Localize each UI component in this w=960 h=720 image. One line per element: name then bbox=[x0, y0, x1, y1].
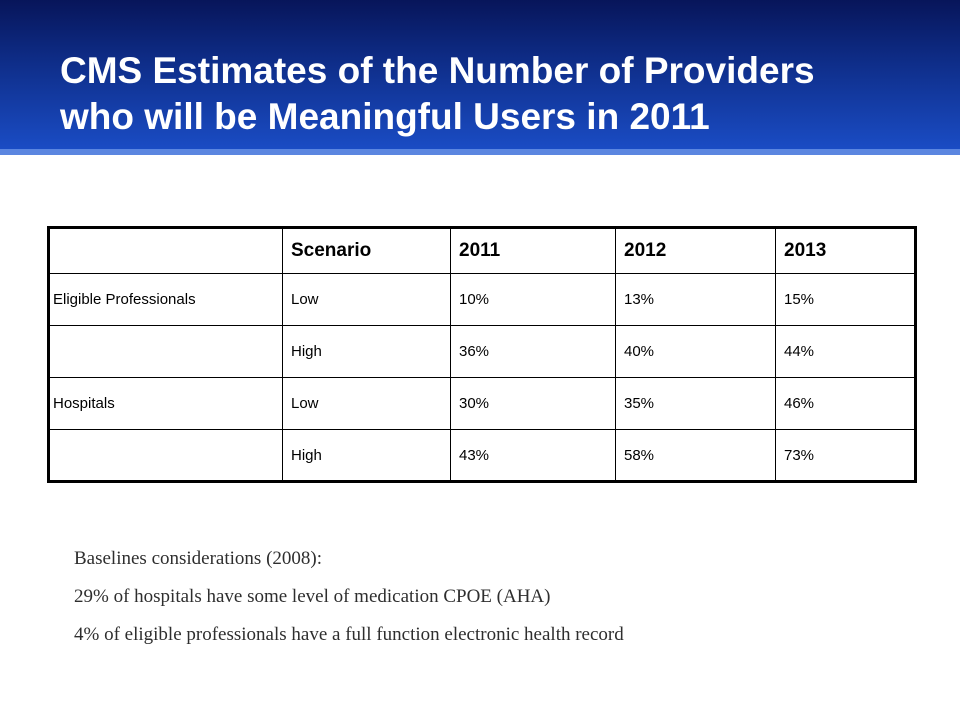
notes-line-professionals: 4% of eligible professionals have a full… bbox=[74, 624, 624, 645]
slide-title-line-1: CMS Estimates of the Number of Providers bbox=[60, 50, 815, 91]
table-cell-2011: 10% bbox=[450, 273, 616, 326]
table-cell-scenario: High bbox=[282, 325, 451, 378]
table-row: High 43% 58% 73% bbox=[48, 429, 916, 482]
title-bar: CMS Estimates of the Number of Providers… bbox=[0, 0, 960, 155]
slide-title-line-2: who will be Meaningful Users in 2011 bbox=[60, 96, 710, 137]
header-cell-2012: 2012 bbox=[615, 227, 776, 274]
table-cell-category: Hospitals bbox=[48, 377, 283, 430]
header-cell-blank bbox=[48, 227, 283, 274]
slide-title: CMS Estimates of the Number of Providers… bbox=[60, 48, 920, 140]
table-cell-2012: 35% bbox=[615, 377, 776, 430]
header-cell-scenario: Scenario bbox=[282, 227, 451, 274]
table-cell-category bbox=[48, 429, 283, 482]
table-cell-2013: 46% bbox=[775, 377, 916, 430]
estimates-table: Scenario 2011 2012 2013 Eligible Profess… bbox=[47, 226, 917, 483]
table-cell-scenario: Low bbox=[282, 273, 451, 326]
table-cell-2011: 43% bbox=[450, 429, 616, 482]
header-cell-2013: 2013 bbox=[775, 227, 916, 274]
table-row: High 36% 40% 44% bbox=[48, 325, 916, 378]
table-cell-2011: 30% bbox=[450, 377, 616, 430]
table-header-row: Scenario 2011 2012 2013 bbox=[48, 227, 916, 274]
table-row: Eligible Professionals Low 10% 13% 15% bbox=[48, 273, 916, 326]
table-cell-2012: 58% bbox=[615, 429, 776, 482]
table-cell-category: Eligible Professionals bbox=[48, 273, 283, 326]
header-cell-2011: 2011 bbox=[450, 227, 616, 274]
table-cell-category bbox=[48, 325, 283, 378]
table-cell-2011: 36% bbox=[450, 325, 616, 378]
table-row: Hospitals Low 30% 35% 46% bbox=[48, 377, 916, 430]
table-cell-scenario: High bbox=[282, 429, 451, 482]
table-cell-2012: 13% bbox=[615, 273, 776, 326]
notes-line-hospitals: 29% of hospitals have some level of medi… bbox=[74, 586, 551, 607]
table-cell-scenario: Low bbox=[282, 377, 451, 430]
baseline-notes: Baselines considerations (2008): 29% of … bbox=[74, 540, 934, 654]
table-cell-2013: 73% bbox=[775, 429, 916, 482]
table-cell-2012: 40% bbox=[615, 325, 776, 378]
table-cell-2013: 15% bbox=[775, 273, 916, 326]
notes-heading: Baselines considerations (2008): bbox=[74, 548, 323, 569]
table-cell-2013: 44% bbox=[775, 325, 916, 378]
